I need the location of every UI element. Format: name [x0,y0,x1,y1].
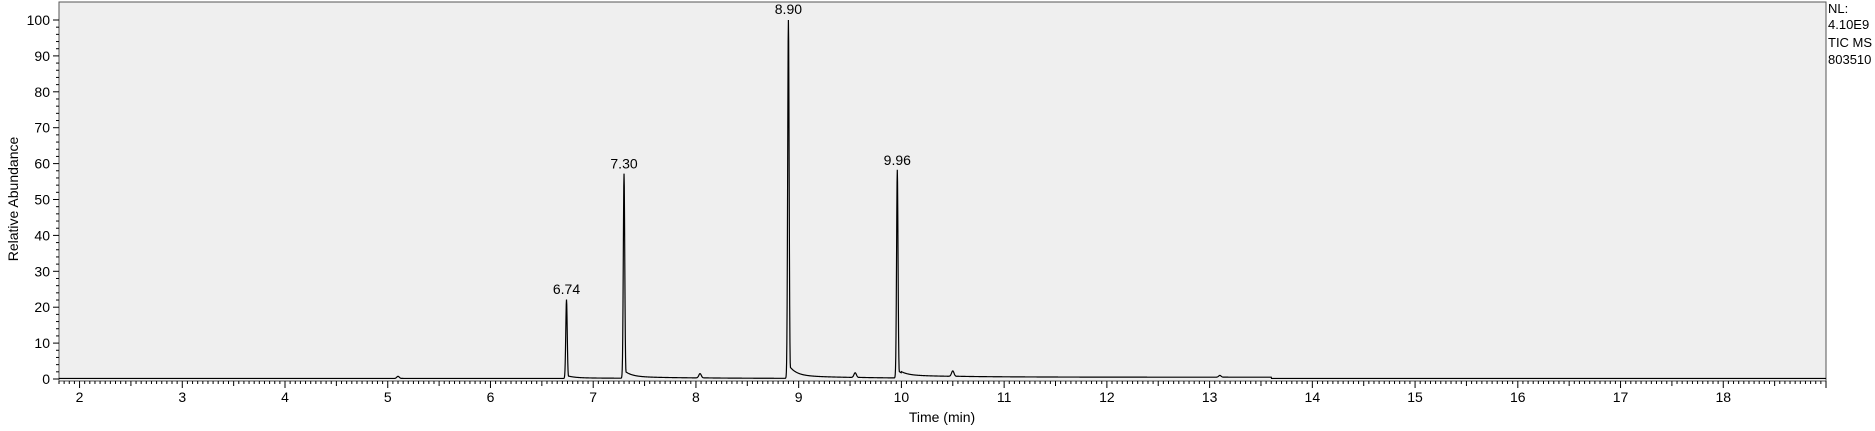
x-axis-title: Time (min) [909,409,975,425]
x-tick-label: 6 [487,389,495,405]
y-tick-label: 10 [34,335,50,351]
x-tick-label: 14 [1305,389,1321,405]
peak-label: 9.96 [884,152,911,168]
x-tick-label: 9 [795,389,803,405]
nl-label: NL: [1828,1,1848,16]
nl-value: 4.10E9 [1828,17,1869,32]
y-tick-label: 30 [34,263,50,279]
x-tick-label: 10 [894,389,910,405]
y-tick-label: 70 [34,120,50,136]
x-tick-label: 4 [281,389,289,405]
x-tick-label: 7 [589,389,597,405]
x-tick-label: 16 [1510,389,1526,405]
y-axis-title: Relative Abundance [5,137,21,262]
x-tick-label: 13 [1202,389,1218,405]
y-tick-label: 100 [27,12,51,28]
y-tick-label: 50 [34,192,50,208]
y-tick-label: 60 [34,156,50,172]
x-tick-label: 8 [692,389,700,405]
x-tick-label: 5 [384,389,392,405]
tic-trace-line [59,19,1826,380]
x-tick-label: 15 [1407,389,1423,405]
peak-label: 7.30 [610,155,637,171]
y-tick-label: 0 [42,371,50,387]
y-tick-label: 80 [34,84,50,100]
peak-label: 8.90 [775,1,802,17]
x-axis: 2 3 4 5 6 7 8 9 10 11 12 13 14 15 16 17 18 [58,381,1827,405]
peak-label: 6.74 [553,281,580,297]
scan-type: TIC MS [1828,35,1872,50]
file-id: 803510 [1828,52,1871,67]
y-axis: 0 10 20 30 40 50 60 70 80 90 100 [27,12,59,387]
y-tick-label: 20 [34,299,50,315]
x-tick-label: 12 [1099,389,1115,405]
plot-area [58,1,1827,382]
x-tick-label: 2 [76,389,84,405]
x-tick-label: 17 [1613,389,1629,405]
x-tick-label: 11 [997,389,1012,405]
x-tick-label: 18 [1715,389,1731,405]
x-tick-label: 3 [178,389,186,405]
y-tick-label: 90 [34,48,50,64]
y-tick-label: 40 [34,227,50,243]
peak-labels: 6.74 7.30 8.90 9.96 [553,1,911,297]
